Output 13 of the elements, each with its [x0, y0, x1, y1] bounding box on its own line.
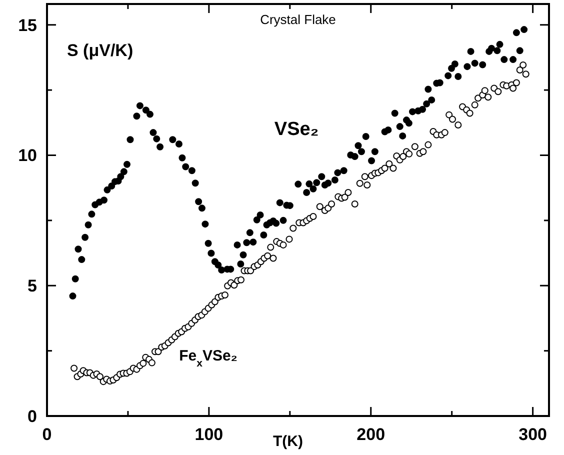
y-tick-label: 5: [28, 276, 37, 296]
y-tick-label: 0: [28, 407, 37, 426]
y-tick-label: 15: [18, 16, 37, 35]
x-axis-title: T(K): [272, 433, 303, 450]
x-tick-label: 100: [194, 425, 224, 444]
series-label: VSe₂: [274, 119, 319, 140]
series-label: Fe$_{x}$VSe₂: [179, 347, 238, 370]
y-axis-title: S (μV/K): [67, 41, 134, 60]
x-tick-label: 0: [42, 425, 52, 444]
x-tick-label: 200: [356, 425, 386, 444]
text: Crystal Flake: [260, 12, 336, 27]
y-tick-label: 10: [18, 146, 37, 166]
x-tick-label: 300: [518, 425, 547, 444]
